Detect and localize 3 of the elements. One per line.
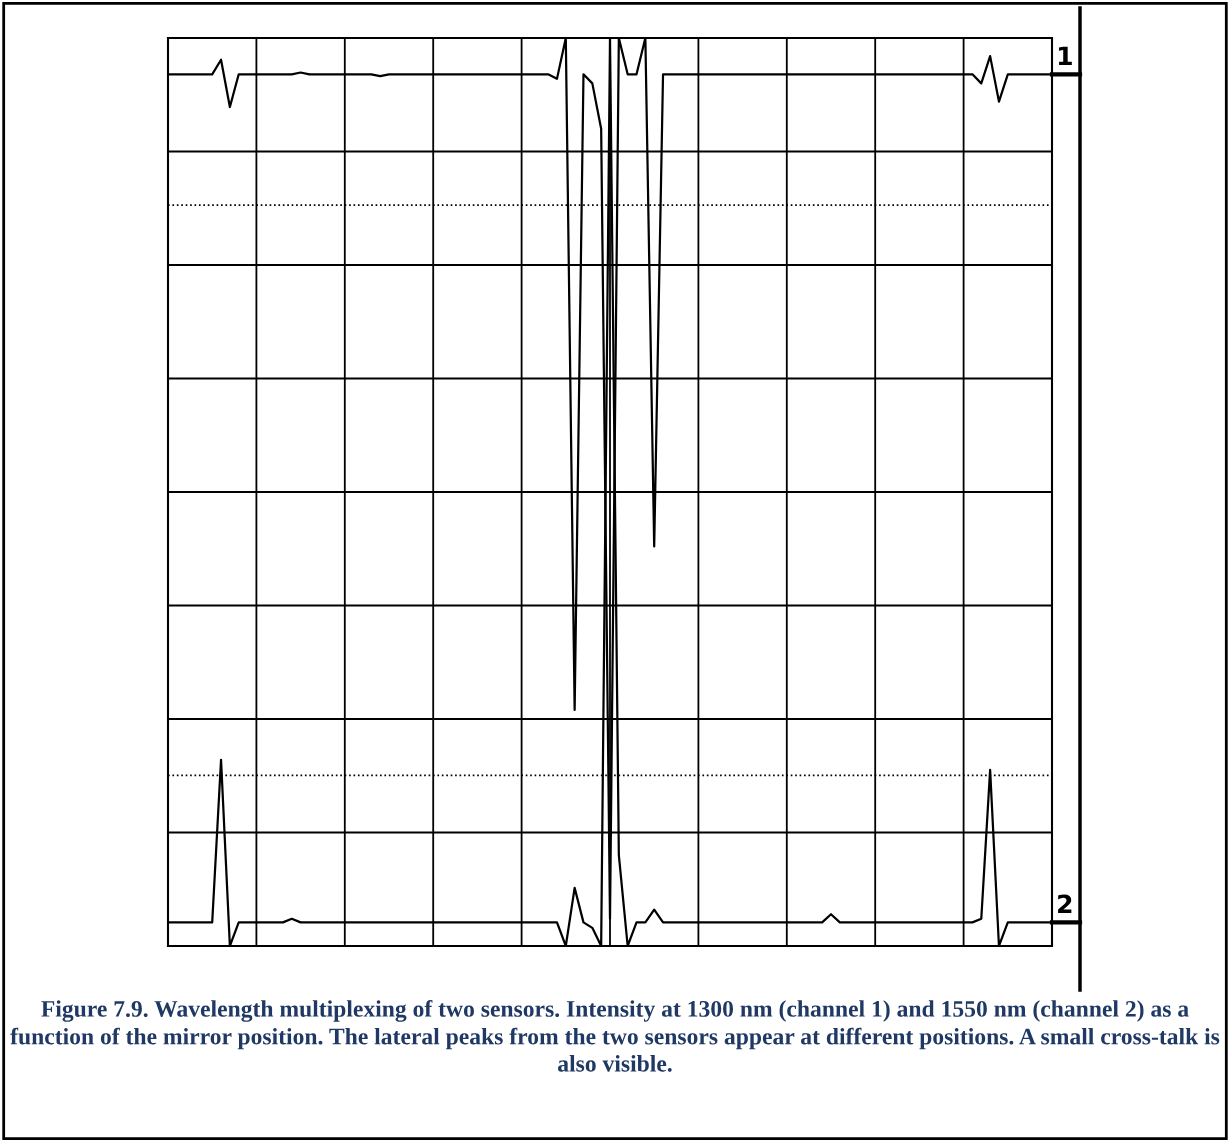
series-label: 2 xyxy=(1058,894,1072,914)
series-label: 1 xyxy=(1058,46,1072,65)
caption: Figure 7.9. Wavelength multiplexing of two sensors. Intensity at 1300 nm (channel 1) and 1550 nm (channel 2) as a function of the mirror position. The lateral peaks from the two sensors appear at different positions. A small cross-talk is also visible. xyxy=(10,1000,1220,1072)
